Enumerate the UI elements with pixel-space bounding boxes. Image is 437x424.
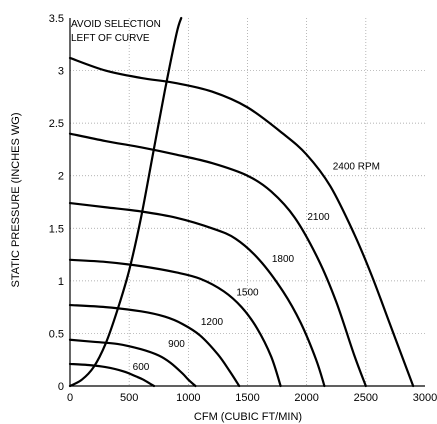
curve-label-2400-rpm: 2400 RPM (333, 161, 380, 172)
annotation-line-2: LEFT OF CURVE (71, 33, 150, 44)
curve-labels: 600 900 1200 1500 1800 2100 2400 RPM (133, 161, 380, 373)
y-tick-label: 3 (58, 66, 64, 78)
fan-curve-1200 (68, 303, 241, 388)
curve-label-2100: 2100 (307, 212, 330, 223)
curve-label-900: 900 (168, 339, 185, 350)
fan-curve-1800 (68, 201, 326, 388)
y-tick-label: 1 (58, 276, 64, 288)
fan-curve-900 (68, 338, 197, 388)
x-tick-label: 1000 (176, 392, 200, 404)
selection-boundary (68, 16, 183, 388)
axes: 0 500 1000 1500 2000 2500 3000 0 0.5 1 1.5 2 2.5 3 3.5 (49, 13, 437, 404)
grid (70, 18, 425, 386)
curve-label-1800: 1800 (272, 254, 295, 265)
fan-curve-2400-rpm (68, 56, 415, 388)
y-tick-label: 2.5 (49, 118, 64, 130)
fan-curves (68, 56, 415, 388)
y-tick-label: 0 (58, 381, 64, 393)
fan-curve-1500 (68, 258, 282, 388)
y-tick-label: 1.5 (49, 223, 64, 235)
x-axis-title: CFM (CUBIC FT/MIN) (194, 411, 302, 423)
fan-curve-600 (68, 362, 156, 388)
x-tick-label: 500 (120, 392, 138, 404)
annotation-line-1: AVOID SELECTION (71, 19, 161, 30)
y-axis-title: STATIC PRESSURE (INCHES WG) (10, 113, 22, 288)
x-tick-label: 1500 (235, 392, 259, 404)
y-tick-label: 2 (58, 171, 64, 183)
curve-label-600: 600 (133, 362, 150, 373)
x-tick-label: 2500 (354, 392, 378, 404)
y-tick-label: 0.5 (49, 328, 64, 340)
surge-boundary-curve (68, 16, 183, 388)
x-tick-label: 3000 (413, 392, 437, 404)
curve-label-1500: 1500 (236, 288, 259, 299)
y-tick-label: 3.5 (49, 13, 64, 25)
x-tick-label: 0 (67, 392, 73, 404)
curve-label-1200: 1200 (201, 317, 224, 328)
x-tick-label: 2000 (294, 392, 318, 404)
fan-curve-2100 (68, 132, 367, 388)
